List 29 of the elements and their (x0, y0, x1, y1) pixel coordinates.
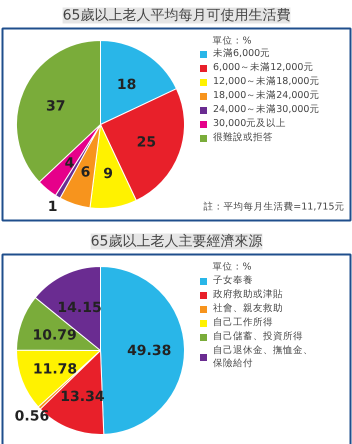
data-label: 1 (48, 198, 58, 215)
data-label: 18 (116, 76, 136, 93)
data-label: 6 (80, 164, 90, 180)
text: 註：平均每月生活費=11,715元 (203, 200, 344, 212)
legend-label: 自己儲蓄、投資所得 (213, 330, 303, 343)
chart-title: 65歲以上老人主要經濟來源 (90, 234, 262, 250)
data-label: 11.78 (32, 361, 78, 378)
data-label: 49.38 (127, 343, 172, 360)
legend-label: 12,000～未滿18,000元 (213, 75, 320, 88)
legend-label: 政府救助或津貼 (213, 288, 283, 301)
data-label: 4 (64, 156, 75, 172)
legend-label: 自己退休金、撫恤金、保險給付 (213, 344, 313, 370)
data-label: 9 (103, 166, 113, 182)
legend-label: 很難說或拒答 (213, 131, 273, 144)
legend-label: 自己工作所得 (213, 316, 273, 329)
data-label: 0.56 (14, 408, 50, 424)
legend-label: 18,000～未滿24,000元 (213, 89, 320, 102)
data-label: 10.79 (32, 328, 77, 344)
legend-label: 未滿6,000元 (213, 47, 270, 60)
legend-label: 社會、親友救助 (213, 302, 283, 315)
data-label: 37 (46, 98, 66, 115)
legend-label: 24,000～未滿30,000元 (213, 103, 320, 116)
data-label: 25 (136, 134, 156, 151)
chart-title: 65歲以上老人平均每月可使用生活費 (62, 8, 290, 24)
legend-label: 6,000～未滿12,000元 (213, 61, 314, 74)
legend-label: 子女奉養 (213, 274, 253, 287)
text: 單位：% (212, 34, 252, 46)
legend-label: 30,000元及以上 (213, 117, 286, 130)
text: 單位：% (212, 260, 252, 272)
